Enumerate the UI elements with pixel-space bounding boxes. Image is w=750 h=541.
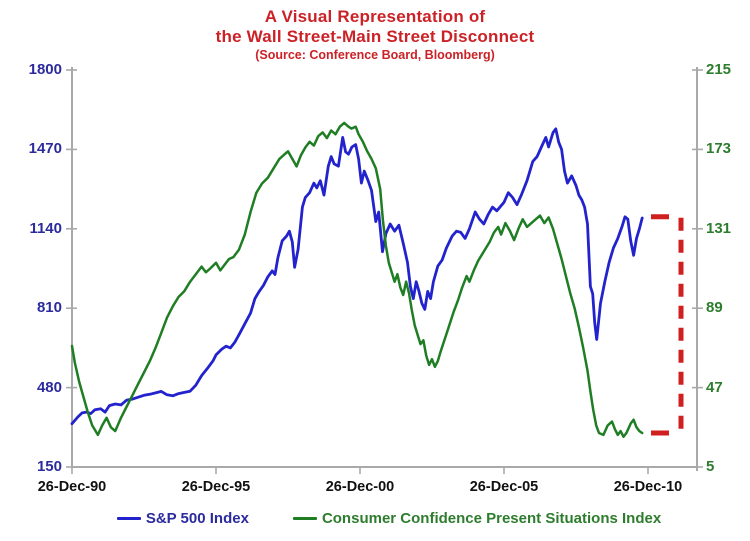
x-axis-tick-label: 26-Dec-90	[37, 479, 107, 495]
left-axis-tick-label: 1470	[28, 140, 62, 158]
x-axis-tick-label: 26-Dec-05	[469, 479, 539, 495]
confidence-line-swatch-icon	[292, 516, 317, 521]
right-axis-tick-label: 131	[706, 219, 732, 237]
left-axis-tick-label: 1800	[28, 61, 62, 78]
chart-title-line-2: the Wall Street-Main Street Disconnect	[215, 26, 535, 46]
confidence-line	[70, 121, 644, 439]
legend-label-confidence: Consumer Confidence Present Situations I…	[321, 510, 662, 527]
left-axis-tick-label: 810	[36, 299, 62, 317]
left-axis-tick-label: 1140	[29, 219, 62, 237]
sp500-line	[70, 127, 644, 426]
legend-item-confidence: Consumer Confidence Present Situations I…	[292, 510, 662, 527]
chart-source-line: (Source: Conference Board, Bloomberg)	[255, 48, 495, 63]
chart-legend: S&P 500 Index Consumer Confidence Presen…	[14, 510, 750, 527]
left-axis-tick-label: 480	[36, 378, 62, 396]
right-axis-tick-label: 173	[706, 140, 732, 158]
left-axis-tick-label: 150	[36, 458, 62, 475]
right-axis-tick-label: 215	[706, 61, 732, 78]
legend-item-sp500: S&P 500 Index	[116, 510, 249, 527]
x-axis-tick-label: 26-Dec-00	[325, 479, 395, 495]
right-axis-tick-label: 5	[706, 458, 715, 475]
chart-title-line-1: A Visual Representation of	[264, 7, 486, 26]
x-axis-tick-label: 26-Dec-95	[181, 479, 251, 495]
x-axis-tick-label: 26-Dec-10	[613, 479, 683, 495]
legend-label-sp500: S&P 500 Index	[145, 510, 249, 527]
right-axis-tick-label: 89	[706, 299, 723, 317]
right-axis-tick-label: 47	[706, 378, 723, 396]
chart-title-block: A Visual Representation of the Wall Stre…	[0, 7, 750, 62]
sp500-line-swatch-icon	[116, 516, 141, 521]
